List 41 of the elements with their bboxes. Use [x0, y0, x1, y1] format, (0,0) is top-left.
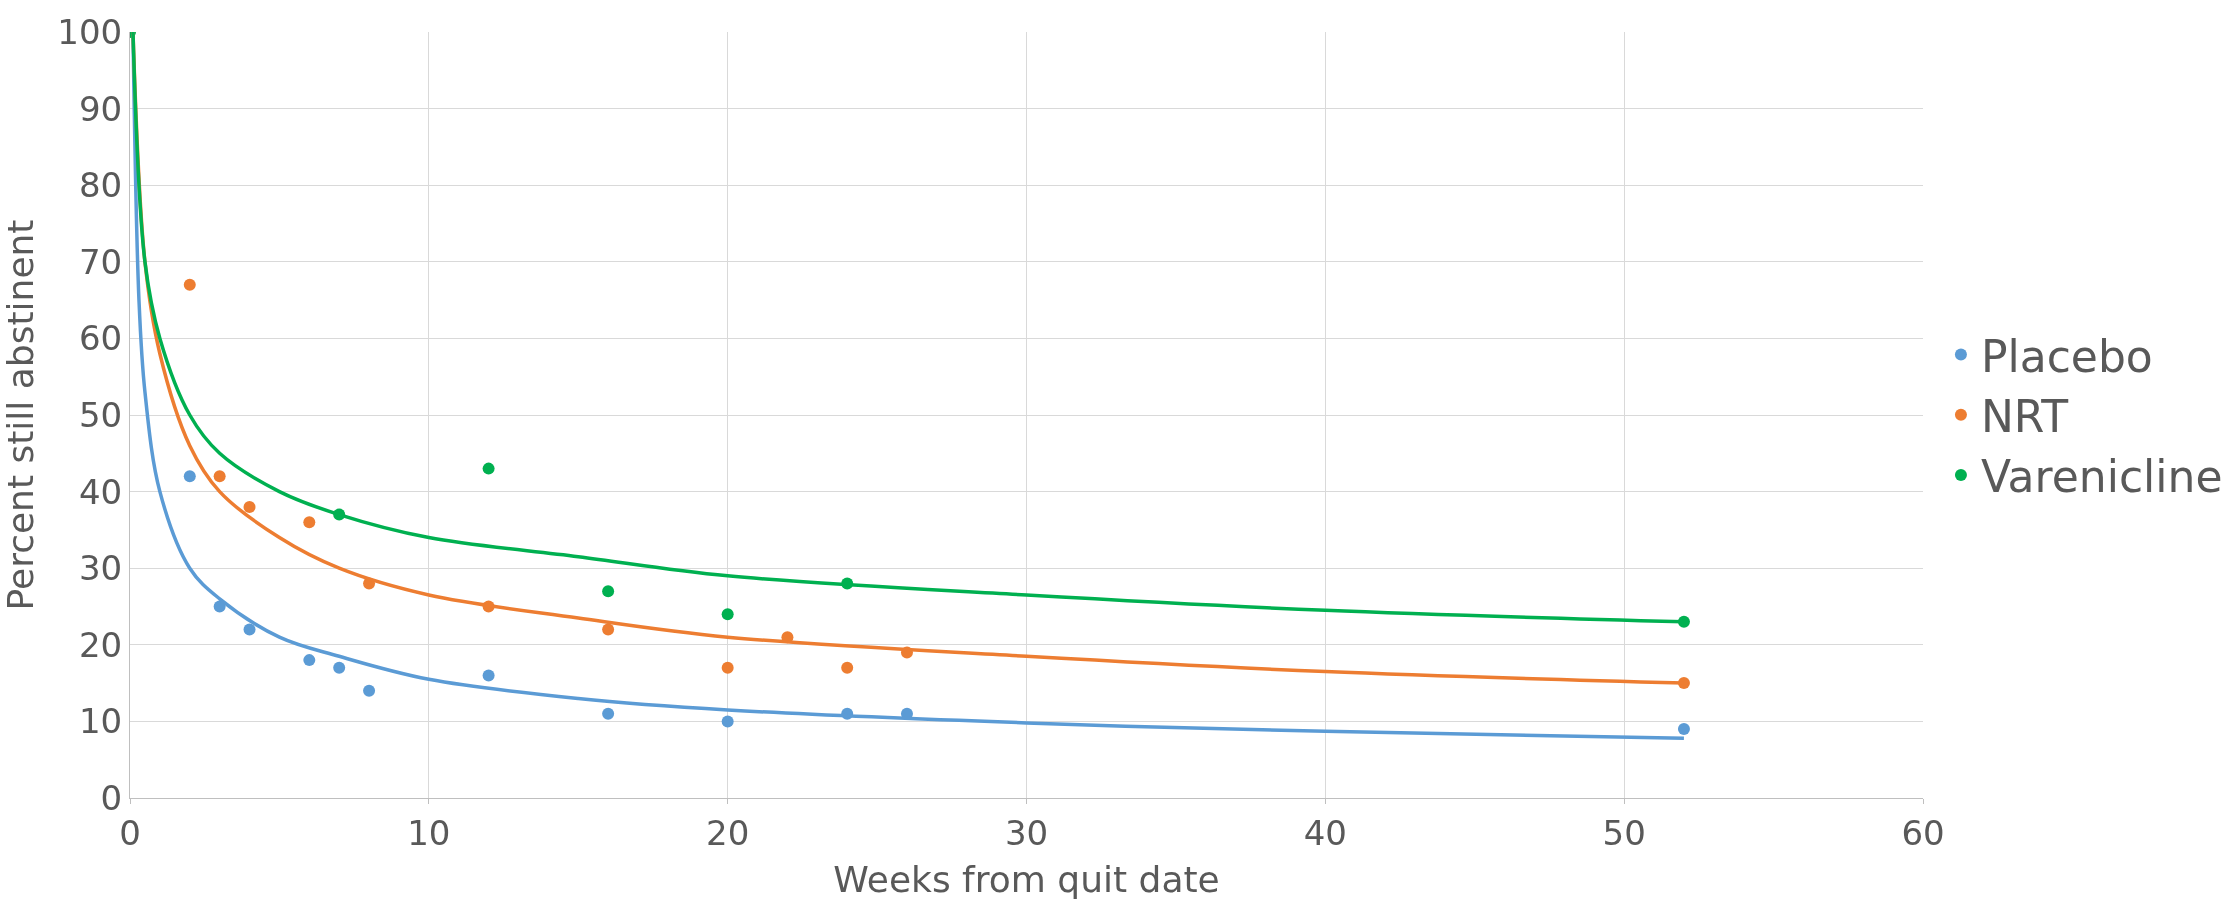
point	[482, 462, 495, 475]
x-tick-label: 50	[1602, 812, 1646, 853]
y-tick-label: 60	[78, 318, 123, 359]
point	[183, 278, 196, 291]
y-tick-label: 80	[78, 165, 123, 206]
point	[303, 654, 316, 667]
point	[602, 707, 615, 720]
y-tick-label: 20	[78, 624, 123, 665]
x-axis-title: Weeks from quit date	[833, 859, 1220, 901]
y-tick-label: 100	[57, 11, 123, 52]
y-tick-label: 70	[78, 241, 123, 282]
x-tick-label: 20	[706, 812, 750, 853]
y-axis-title: Percent still abstinent	[0, 219, 41, 611]
x-tick-label: 30	[1004, 812, 1049, 853]
legend-label: NRT	[1980, 390, 2069, 442]
x-tick-label: 60	[1901, 812, 1945, 853]
point	[482, 669, 495, 682]
legend-label: Placebo	[1980, 330, 2153, 382]
point	[602, 623, 615, 636]
y-tick-label: 30	[78, 548, 123, 589]
point	[363, 684, 376, 697]
legend-label: Varenicline	[1980, 451, 2223, 503]
point	[721, 661, 734, 674]
y-tick-label: 0	[100, 777, 123, 818]
x-tick-label: 40	[1303, 812, 1347, 853]
point	[721, 608, 734, 621]
point	[1677, 723, 1690, 736]
y-tick-label: 40	[78, 471, 123, 512]
y-tick-label: 10	[78, 701, 123, 742]
point	[243, 623, 256, 636]
point	[602, 585, 615, 598]
point	[333, 661, 346, 674]
y-tick-label: 90	[78, 88, 123, 129]
point	[243, 500, 256, 513]
x-tick-label: 10	[407, 812, 451, 853]
point	[303, 516, 316, 529]
point	[213, 470, 226, 483]
y-tick-label: 50	[78, 394, 123, 435]
point	[183, 470, 196, 483]
point	[841, 661, 854, 674]
point	[721, 715, 734, 728]
